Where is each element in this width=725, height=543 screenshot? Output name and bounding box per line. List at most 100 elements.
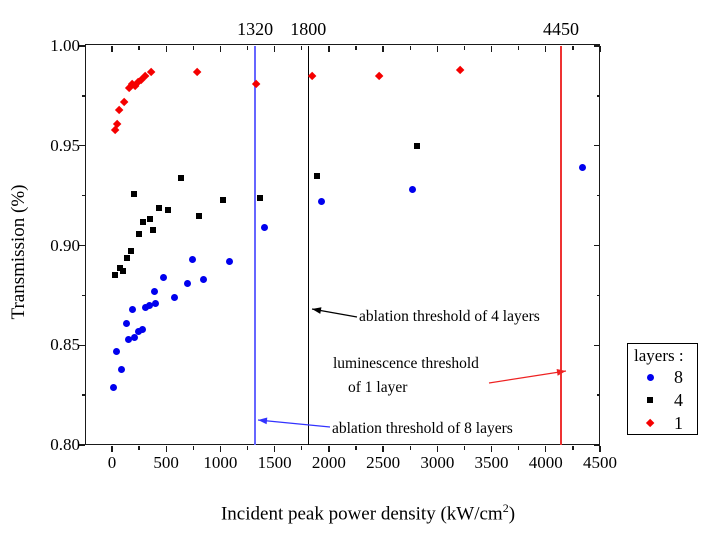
data-point-4-layers — [116, 265, 123, 272]
y-tick-right — [594, 444, 600, 446]
x-tick-bottom — [490, 446, 493, 453]
x-tick-bottom — [219, 446, 222, 453]
x-tick-top — [382, 46, 384, 52]
data-point-8-layers — [131, 333, 139, 341]
x-tick-bottom — [246, 446, 249, 450]
x-tick-top — [436, 46, 438, 52]
data-point-8-layers — [150, 287, 158, 295]
x-tick-bottom — [165, 446, 167, 453]
x-tick-label: 3500 — [474, 453, 509, 472]
x-axis-title: Incident peak power density (kW/cm2) — [221, 501, 515, 525]
annotation-ablation-threshold-4-layers-line: ablation threshold of 4 layers — [359, 308, 540, 325]
y-tick-right — [594, 344, 600, 346]
x-tick-label: 1000 — [203, 453, 238, 472]
data-point-4-layers — [413, 142, 420, 149]
threshold-label-4450: 4450 — [542, 19, 579, 39]
legend-label: 8 — [674, 367, 683, 387]
y-tick-left — [81, 294, 86, 297]
data-point-8-layers — [122, 319, 130, 327]
x-tick-bottom — [328, 446, 330, 453]
data-point-8-layers — [170, 293, 178, 301]
y-tick-left — [81, 394, 86, 396]
y-tick-left — [79, 344, 86, 346]
x-tick-bottom — [436, 446, 438, 453]
annotation-luminescence-threshold-1-layer-line: luminescence threshold — [333, 355, 479, 372]
x-tick-label: 3000 — [420, 453, 455, 472]
data-point-8-layers — [146, 301, 154, 309]
data-point-8-layers — [317, 198, 325, 206]
data-point-8-layers — [200, 275, 208, 283]
x-tick-bottom — [599, 446, 601, 453]
data-point-4-layers — [146, 215, 153, 222]
x-tick-top — [572, 46, 574, 50]
y-tick-left — [79, 45, 86, 47]
x-axis-title-text: Incident peak power density (kW/cm — [220, 503, 503, 525]
x-tick-top — [599, 46, 601, 52]
data-point-8-layers — [138, 325, 146, 333]
x-tick-label: 0 — [107, 453, 117, 472]
data-point-8-layers — [110, 383, 118, 391]
data-point-8-layers — [135, 327, 143, 335]
y-tick-label: 0.80 — [50, 435, 80, 454]
x-tick-top — [301, 46, 303, 50]
x-tick-bottom — [301, 446, 303, 450]
y-tick-label: 0.85 — [50, 335, 80, 355]
legend-label: 1 — [674, 413, 683, 433]
legend-item-4-layers: 4 — [634, 389, 697, 412]
data-point-4-layers — [156, 204, 163, 211]
legend-title: layers : — [634, 346, 684, 365]
x-tick-bottom — [463, 446, 466, 450]
x-tick-bottom — [138, 446, 140, 450]
y-tick-left — [79, 145, 86, 147]
threshold-line-1320 — [254, 46, 257, 445]
x-tick-label: 2000 — [311, 453, 346, 472]
data-point-4-layers — [178, 174, 185, 181]
data-point-4-layers — [112, 272, 119, 279]
threshold-label-1320: 1320 — [237, 19, 274, 39]
data-point-4-layers — [127, 248, 134, 255]
diamond-icon — [645, 418, 655, 428]
square-icon — [647, 397, 653, 403]
x-tick-bottom — [545, 446, 547, 453]
x-tick-top — [219, 46, 222, 52]
annotation-ablation-threshold-8-layers-line: ablation threshold of 8 layers — [332, 420, 513, 437]
data-point-4-layers — [220, 196, 227, 203]
x-tick-top — [355, 46, 357, 50]
y-tick-left — [81, 95, 86, 97]
x-tick-bottom — [355, 446, 357, 450]
data-point-4-layers — [256, 194, 263, 201]
legend-marker-diamond — [645, 418, 655, 428]
data-point-4-layers — [120, 268, 127, 275]
x-tick-label: 1500 — [257, 453, 292, 472]
threshold-label-1800: 1800 — [290, 19, 327, 39]
data-point-8-layers — [261, 224, 269, 232]
y-tick-right — [596, 95, 600, 97]
data-point-8-layers — [159, 273, 167, 281]
x-tick-label: 4500 — [583, 453, 617, 472]
legend-marker-square — [646, 396, 655, 405]
y-tick-left — [81, 194, 86, 197]
x-tick-label: 500 — [153, 453, 179, 472]
annotation-ablation-threshold-4-layers: ablation threshold of 4 layers — [359, 308, 540, 325]
annotation-luminescence-threshold-1-layer: luminescence threshold of 1 layer — [333, 352, 479, 400]
data-point-4-layers — [135, 230, 142, 237]
legend-item-8-layers: 8 — [634, 366, 697, 389]
legend-label: 4 — [674, 390, 683, 410]
data-point-8-layers — [226, 257, 234, 265]
x-tick-top — [165, 46, 167, 52]
data-point-4-layers — [131, 190, 138, 197]
annotation-luminescence-threshold-1-layer-line: of 1 layer — [348, 379, 408, 396]
circle-icon — [647, 374, 654, 381]
x-tick-top — [192, 46, 194, 50]
data-point-8-layers — [128, 305, 136, 313]
y-tick-right — [594, 145, 600, 147]
x-tick-bottom — [409, 446, 411, 450]
x-tick-top — [111, 46, 113, 52]
threshold-line-4450 — [560, 46, 562, 445]
data-point-4-layers — [149, 226, 156, 233]
threshold-line-1800 — [307, 46, 309, 445]
data-point-8-layers — [188, 255, 196, 263]
x-tick-top — [328, 46, 330, 52]
y-tick-label: 1.00 — [50, 36, 80, 55]
